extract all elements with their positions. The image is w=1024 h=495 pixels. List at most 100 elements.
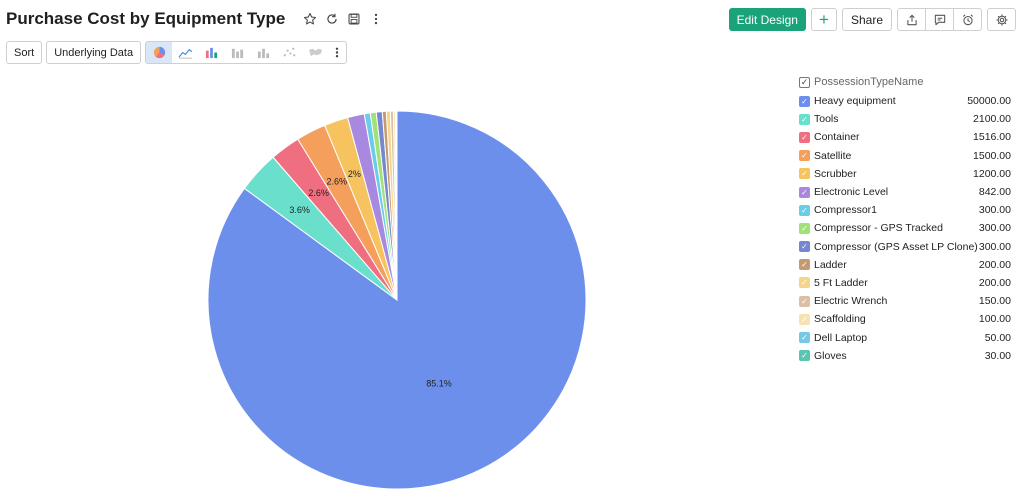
legend-checkbox[interactable]: ✓	[799, 313, 810, 325]
legend-checkbox[interactable]: ✓	[799, 150, 810, 162]
legend-item-label: Ladder	[814, 258, 847, 271]
edit-design-button[interactable]: Edit Design	[728, 8, 806, 31]
legend-checkbox[interactable]: ✓	[799, 241, 810, 253]
title-bar: Purchase Cost by Equipment Type	[6, 6, 383, 32]
legend-item-label: Scrubber	[814, 167, 857, 180]
legend-item[interactable]: ✓ Compressor - GPS Tracked 300.00	[799, 219, 1011, 237]
more-vertical-icon	[335, 47, 339, 58]
legend-checkbox[interactable]: ✓	[799, 350, 810, 362]
chart-type-column[interactable]	[250, 42, 276, 63]
stacked-bar-icon	[231, 48, 243, 59]
export-icon	[906, 14, 917, 25]
legend-item-label: Compressor - GPS Tracked	[814, 222, 943, 235]
page-title: Purchase Cost by Equipment Type	[6, 9, 286, 28]
legend-item[interactable]: ✓ Dell Laptop 50.00	[799, 328, 1011, 346]
legend-checkbox[interactable]: ✓	[799, 168, 810, 180]
legend-checkbox[interactable]: ✓	[799, 295, 810, 307]
more-vertical-icon[interactable]	[369, 12, 383, 26]
legend-checkbox[interactable]: ✓	[799, 186, 810, 198]
legend-checkbox[interactable]: ✓	[799, 277, 810, 289]
legend-item-value: 300.00	[978, 204, 1011, 217]
legend-item-label: Compressor1	[814, 204, 878, 217]
legend: ✓ PossessionTypeName ✓ Heavy equipment 500…	[799, 74, 1011, 365]
legend-item-value: 200.00	[978, 258, 1011, 271]
column-chart-icon	[257, 48, 269, 59]
legend-item-label: Tools	[814, 113, 839, 126]
legend-item-value: 1200.00	[973, 167, 1011, 180]
title-actions	[303, 12, 383, 26]
legend-item-value: 50000.00	[967, 95, 1011, 108]
legend-item-label: Satellite	[814, 149, 852, 162]
chart-type-bar[interactable]	[198, 42, 224, 63]
legend-item-label: Gloves	[814, 349, 847, 362]
pie-slice-label: 85.1%	[426, 378, 452, 388]
chart-type-stacked[interactable]	[224, 42, 250, 63]
comment-icon	[934, 14, 945, 25]
underlying-data-button[interactable]: Underlying Data	[46, 41, 142, 64]
chart-type-line[interactable]	[172, 42, 198, 63]
save-icon[interactable]	[347, 12, 361, 26]
legend-rows: ✓ Heavy equipment 50000.00 ✓ Tools 2100.00 ✓ Co…	[799, 92, 1011, 365]
legend-item-label: Container	[814, 131, 860, 144]
schedule-button[interactable]	[953, 8, 982, 31]
legend-item-value: 150.00	[978, 295, 1011, 308]
export-button[interactable]	[897, 8, 926, 31]
legend-item[interactable]: ✓ Electric Wrench 150.00	[799, 292, 1011, 310]
comment-button[interactable]	[925, 8, 954, 31]
legend-item[interactable]: ✓ Compressor1 300.00	[799, 201, 1011, 219]
pie-chart-icon	[153, 46, 165, 59]
legend-item-value: 1516.00	[973, 131, 1011, 144]
legend-item-label: Dell Laptop	[814, 331, 868, 344]
legend-checkbox[interactable]: ✓	[799, 131, 810, 143]
settings-button[interactable]	[987, 8, 1016, 31]
legend-item[interactable]: ✓ Satellite 1500.00	[799, 147, 1011, 165]
legend-item[interactable]: ✓ Ladder 200.00	[799, 256, 1011, 274]
chart-type-scatter[interactable]	[276, 42, 302, 63]
legend-item[interactable]: ✓ Heavy equipment 50000.00	[799, 92, 1011, 110]
chart-type-switcher	[145, 41, 348, 64]
line-chart-icon	[178, 48, 192, 59]
gear-icon	[995, 13, 1008, 26]
legend-checkbox[interactable]: ✓	[799, 113, 810, 125]
share-button[interactable]: Share	[841, 8, 892, 31]
legend-item-value: 200.00	[978, 276, 1011, 289]
legend-header[interactable]: ✓ PossessionTypeName	[799, 74, 1011, 90]
legend-item-label: Scaffolding	[814, 313, 866, 326]
legend-item-value: 300.00	[978, 222, 1011, 235]
legend-item-value: 30.00	[984, 349, 1011, 362]
pie-slice-label: 2%	[348, 169, 361, 179]
alarm-icon	[962, 13, 973, 25]
pie-labels: 85.1%3.6%2.6%2.6%2%	[289, 169, 451, 388]
legend-item-value: 300.00	[978, 240, 1011, 253]
legend-checkbox[interactable]: ✓	[799, 332, 810, 344]
legend-item[interactable]: ✓ Scaffolding 100.00	[799, 310, 1011, 328]
map-chart-icon	[308, 48, 322, 57]
legend-checkbox[interactable]: ✓	[799, 259, 810, 271]
legend-checkbox[interactable]: ✓	[799, 95, 810, 107]
legend-item[interactable]: ✓ Gloves 30.00	[799, 347, 1011, 365]
legend-checkbox[interactable]: ✓	[799, 222, 810, 234]
pie-slice[interactable]	[395, 110, 398, 301]
refresh-icon[interactable]	[325, 12, 339, 26]
chart-type-map[interactable]	[302, 42, 328, 63]
legend-item[interactable]: ✓ Tools 2100.00	[799, 110, 1011, 128]
add-button[interactable]: +	[810, 8, 837, 31]
legend-item[interactable]: ✓ Scrubber 1200.00	[799, 165, 1011, 183]
legend-item[interactable]: ✓ Electronic Level 842.00	[799, 183, 1011, 201]
sort-button[interactable]: Sort	[6, 41, 43, 64]
legend-select-all-checkbox[interactable]: ✓	[799, 76, 810, 88]
legend-item-label: 5 Ft Ladder	[814, 276, 868, 289]
chart-type-pie[interactable]	[146, 42, 173, 63]
pie-slice-label: 2.6%	[308, 188, 329, 198]
chart-toolbar: Sort Underlying Data	[6, 41, 348, 64]
legend-checkbox[interactable]: ✓	[799, 204, 810, 216]
legend-item-label: Electronic Level	[814, 186, 889, 199]
chart-type-more[interactable]	[328, 42, 346, 63]
header-actions: Edit Design + Share	[728, 8, 1016, 31]
legend-item[interactable]: ✓ Compressor (GPS Asset LP Clone) 300.00	[799, 238, 1011, 256]
legend-title: PossessionTypeName	[814, 76, 924, 88]
legend-item[interactable]: ✓ Container 1516.00	[799, 128, 1011, 146]
star-icon[interactable]	[303, 12, 317, 26]
pie-chart: 85.1%3.6%2.6%2.6%2%	[207, 110, 587, 490]
legend-item[interactable]: ✓ 5 Ft Ladder 200.00	[799, 274, 1011, 292]
